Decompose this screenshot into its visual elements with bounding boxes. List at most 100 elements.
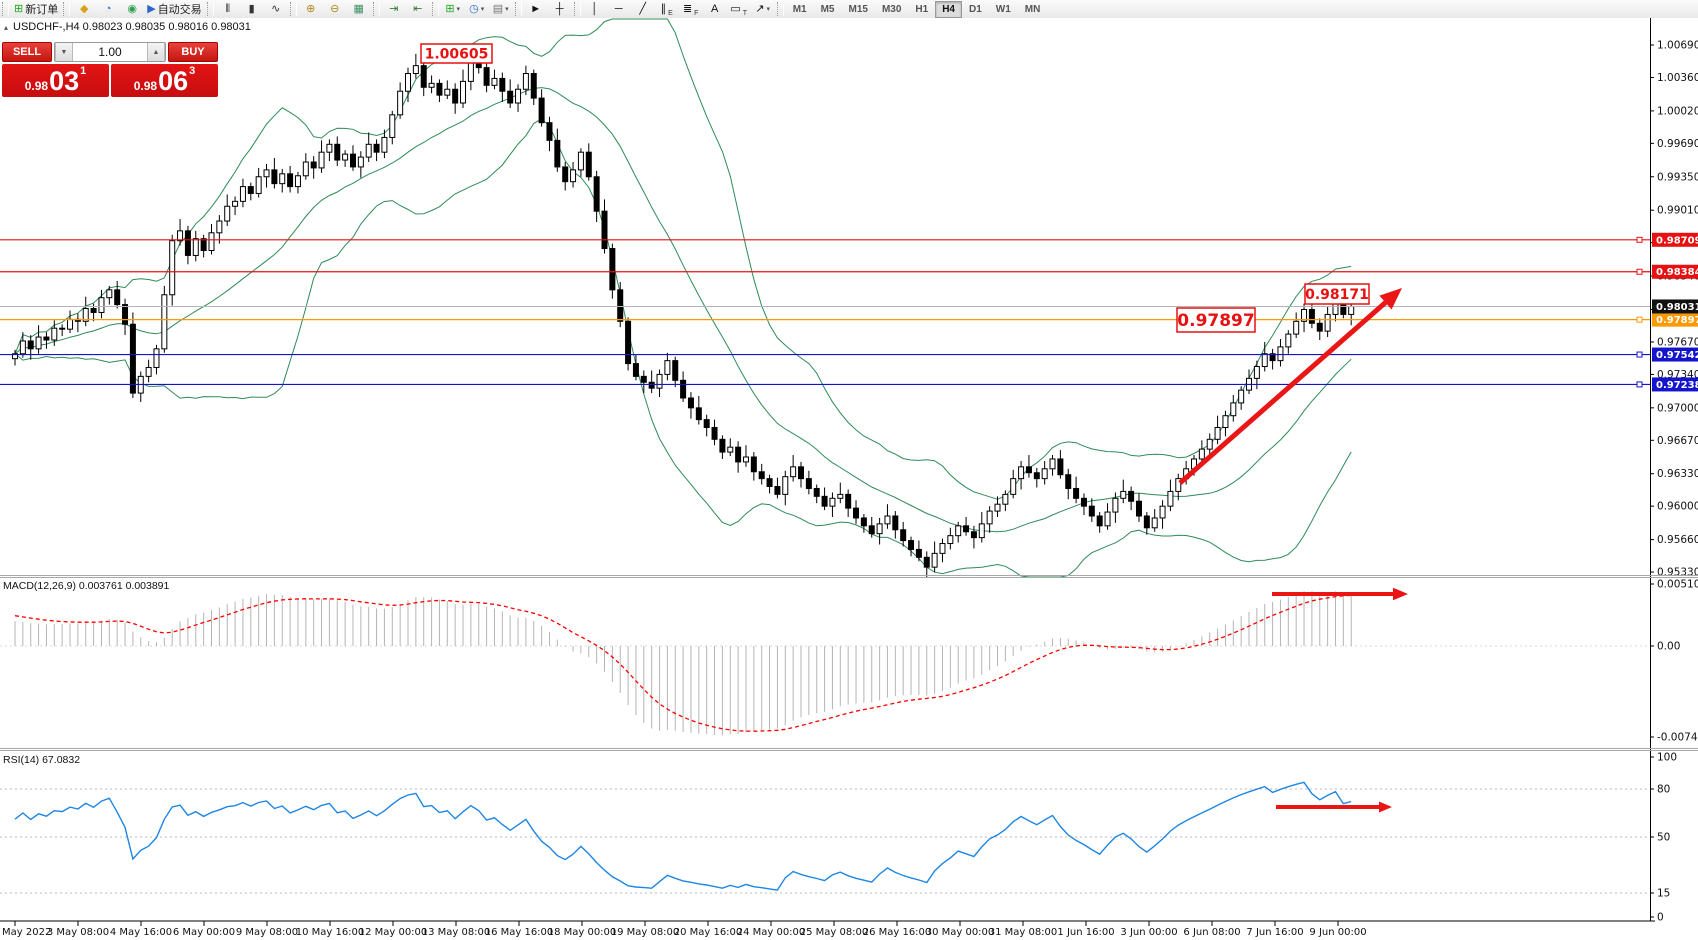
chart-marker-icon: ▴	[4, 22, 9, 32]
price-annotation-box[interactable]	[420, 43, 493, 64]
market-icon-button[interactable]: ◆	[72, 0, 96, 18]
arrows-tool-button[interactable]: ↗ ▾	[751, 0, 775, 18]
line-handle[interactable]	[1636, 381, 1643, 388]
sell-price-box[interactable]: 0.98 03 1	[2, 64, 109, 97]
horizontal-line-button[interactable]: ─	[607, 0, 631, 18]
candle-body	[59, 327, 66, 330]
candle-body	[357, 156, 364, 168]
macd-arrow-head[interactable]	[1393, 587, 1408, 601]
candle-body	[334, 143, 341, 161]
tile-windows-button[interactable]: ▦	[347, 0, 371, 18]
candle-body	[1198, 448, 1205, 460]
chevron-down-icon[interactable]: ▾	[505, 6, 509, 13]
candle-body	[845, 493, 852, 509]
timeframe-button-h4[interactable]: H4	[935, 0, 962, 18]
zoom-in-button[interactable]: ⊕	[299, 0, 323, 18]
candlestick-chart-button[interactable]: ▮	[240, 0, 264, 18]
new-chart-button[interactable]: ⊞ ▾	[441, 0, 465, 18]
zoom-out-button[interactable]: ⊖	[323, 0, 347, 18]
trendline-button[interactable]: ╱	[631, 0, 655, 18]
trend-arrow[interactable]	[1178, 300, 1388, 485]
timeframe-button-m30[interactable]: M30	[881, 3, 902, 15]
cursor-button[interactable]: ►	[524, 0, 548, 18]
tile-windows-icon: ▦	[353, 3, 364, 15]
timeframe-button-m15[interactable]: M15	[848, 3, 868, 15]
timeframe-button-d1[interactable]: D1	[969, 3, 982, 15]
buy-button[interactable]: BUY	[168, 42, 218, 62]
chevron-down-icon[interactable]: ▾	[480, 6, 485, 13]
volume-up-icon[interactable]: ▲	[147, 43, 165, 61]
symbol-ohlc-text: USDCHF-,H4 0.98023 0.98035 0.98016 0.980…	[13, 21, 251, 33]
chart-shift-button[interactable]: ⇤	[406, 0, 430, 18]
fibonacci-icon: ≣	[682, 3, 693, 15]
candle-body	[436, 82, 443, 96]
price-annotation-box[interactable]	[1176, 307, 1256, 333]
candle-body	[617, 289, 624, 322]
trend-arrow-head[interactable]	[1379, 288, 1402, 310]
text-button[interactable]: A	[703, 0, 727, 18]
time-axis-label: 7 Jun 16:00	[1246, 927, 1303, 938]
candle-body	[672, 360, 679, 381]
time-axis-label: 10 May 16:00	[296, 927, 365, 938]
candle-body	[978, 523, 985, 539]
candle-body	[1253, 366, 1260, 379]
line-handle[interactable]	[1636, 236, 1643, 243]
periods-button[interactable]: ◷ ▾	[465, 0, 489, 18]
candle-body	[483, 67, 490, 86]
timeframe-button-mn[interactable]: MN	[1024, 3, 1041, 15]
timeframe-button-h1[interactable]: H1	[915, 3, 929, 15]
new-chart-icon: ⊞	[445, 3, 455, 15]
candle-body	[593, 176, 600, 212]
timeframe-button-w1[interactable]: W1	[995, 3, 1011, 15]
bar-chart-button[interactable]: ⫴	[216, 0, 240, 18]
fibonacci-button[interactable]: ≣ F	[679, 0, 703, 18]
volume-value[interactable]: 1.00	[98, 45, 122, 59]
time-axis-label: 9 May 08:00	[236, 927, 298, 938]
candle-body	[947, 535, 954, 545]
chevron-down-icon[interactable]: ▾	[766, 6, 771, 13]
candle-body	[255, 176, 262, 194]
candle-body	[719, 438, 726, 453]
timeframe-button-m5[interactable]: M5	[820, 3, 835, 15]
candle-body	[1159, 505, 1166, 519]
candle-body	[1018, 466, 1025, 480]
chevron-down-icon[interactable]: ▾	[456, 6, 461, 13]
candle-body	[1088, 505, 1095, 517]
new-order-button[interactable]: ⊞ 新订单	[11, 0, 61, 18]
candle-body	[1002, 493, 1009, 505]
price-tag-label: 0.97238	[1656, 380, 1698, 391]
candle-body	[782, 476, 789, 495]
buy-price-box[interactable]: 0.98 06 3	[111, 64, 218, 97]
candle-body	[1128, 490, 1135, 502]
equidistant-channel-button[interactable]: ∥ E	[655, 0, 679, 18]
line-handle[interactable]	[1636, 351, 1643, 358]
line-handle[interactable]	[1636, 268, 1643, 275]
profile-icon-button[interactable]: ◔	[96, 0, 120, 18]
signals-icon-button[interactable]: ◉	[120, 0, 144, 18]
text-label-button[interactable]: ▭ T	[727, 0, 751, 18]
price-tag	[1652, 264, 1698, 279]
autotrading-button[interactable]: ▶ 自动交易	[144, 0, 204, 18]
time-axis-label: 6 Jun 08:00	[1183, 927, 1240, 938]
volume-spinner[interactable]: ▼ 1.00 ▲	[54, 42, 166, 62]
candle-body	[530, 73, 537, 99]
price-tag-label: 0.97542	[1656, 350, 1698, 361]
timeframe-button-m1[interactable]: M1	[792, 3, 807, 15]
price-annotation-box[interactable]	[1304, 283, 1370, 305]
line-chart-button[interactable]: ∿	[264, 0, 288, 18]
candle-body	[695, 407, 702, 421]
sell-button[interactable]: SELL	[2, 42, 52, 62]
candle-body	[1151, 517, 1158, 529]
vertical-line-button[interactable]: │	[583, 0, 607, 18]
candle-body	[711, 427, 718, 440]
rsi-arrow-head[interactable]	[1379, 801, 1392, 813]
crosshair-button[interactable]: ┼	[548, 0, 572, 18]
volume-down-icon[interactable]: ▼	[55, 43, 73, 61]
candle-body	[1057, 458, 1064, 476]
template-button[interactable]: ▤ ▾	[489, 0, 513, 18]
candle-body	[428, 82, 435, 88]
line-handle[interactable]	[1636, 316, 1643, 323]
auto-scroll-button[interactable]: ⇥	[382, 0, 406, 18]
equidistant-channel-icon: ∥	[660, 3, 667, 15]
